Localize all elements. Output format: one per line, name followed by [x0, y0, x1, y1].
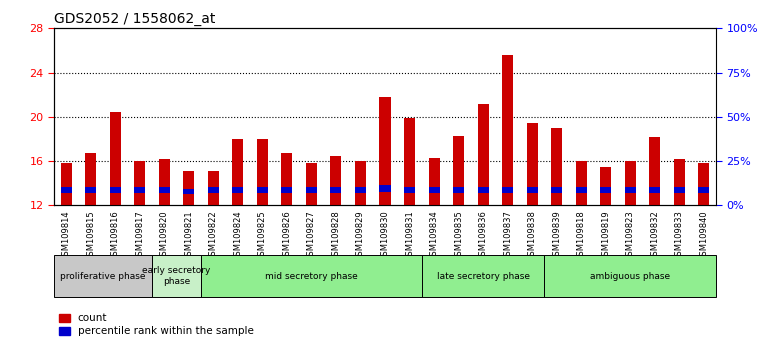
Bar: [698, 163, 709, 205]
Text: late secretory phase: late secretory phase: [437, 272, 530, 281]
Bar: [355, 187, 366, 193]
Bar: [453, 187, 464, 193]
Bar: [257, 139, 268, 205]
Bar: [649, 187, 661, 193]
Bar: [306, 163, 317, 205]
Bar: [109, 187, 121, 193]
Bar: [380, 97, 390, 205]
Text: ambiguous phase: ambiguous phase: [590, 272, 671, 281]
Bar: [477, 187, 489, 193]
Bar: [61, 163, 72, 205]
Bar: [698, 187, 709, 193]
Bar: [502, 55, 513, 205]
Bar: [183, 171, 194, 205]
Bar: [201, 255, 422, 297]
Text: proliferative phase: proliferative phase: [60, 272, 146, 281]
Bar: [453, 136, 464, 205]
Bar: [330, 155, 341, 205]
Bar: [330, 187, 341, 193]
Bar: [422, 255, 544, 297]
Bar: [527, 187, 537, 193]
Bar: [404, 187, 415, 193]
Bar: [429, 158, 440, 205]
Bar: [183, 189, 194, 194]
Bar: [54, 255, 152, 297]
Bar: [502, 187, 513, 193]
Bar: [257, 187, 268, 193]
Bar: [281, 187, 293, 193]
Bar: [85, 153, 96, 205]
Bar: [600, 167, 611, 205]
Bar: [624, 187, 636, 193]
Bar: [429, 187, 440, 193]
Legend: count, percentile rank within the sample: count, percentile rank within the sample: [59, 313, 254, 336]
Bar: [152, 255, 201, 297]
Bar: [109, 113, 121, 205]
Bar: [624, 161, 636, 205]
Text: mid secretory phase: mid secretory phase: [265, 272, 358, 281]
Bar: [576, 187, 587, 193]
Text: early secretory
phase: early secretory phase: [142, 267, 211, 286]
Bar: [380, 185, 390, 192]
Bar: [674, 187, 685, 193]
Bar: [85, 187, 96, 193]
Bar: [208, 187, 219, 193]
Bar: [600, 187, 611, 193]
Bar: [281, 153, 293, 205]
Bar: [233, 187, 243, 193]
Bar: [355, 161, 366, 205]
Bar: [477, 104, 489, 205]
Bar: [159, 187, 169, 193]
Bar: [208, 171, 219, 205]
Bar: [61, 187, 72, 193]
Bar: [134, 187, 146, 193]
Bar: [551, 187, 562, 193]
Bar: [551, 128, 562, 205]
Bar: [544, 255, 716, 297]
Bar: [576, 161, 587, 205]
Text: GDS2052 / 1558062_at: GDS2052 / 1558062_at: [54, 12, 216, 26]
Bar: [159, 159, 169, 205]
Bar: [649, 137, 661, 205]
Bar: [134, 161, 146, 205]
Bar: [233, 139, 243, 205]
Bar: [306, 187, 317, 193]
Bar: [404, 118, 415, 205]
Bar: [674, 159, 685, 205]
Bar: [527, 124, 537, 205]
